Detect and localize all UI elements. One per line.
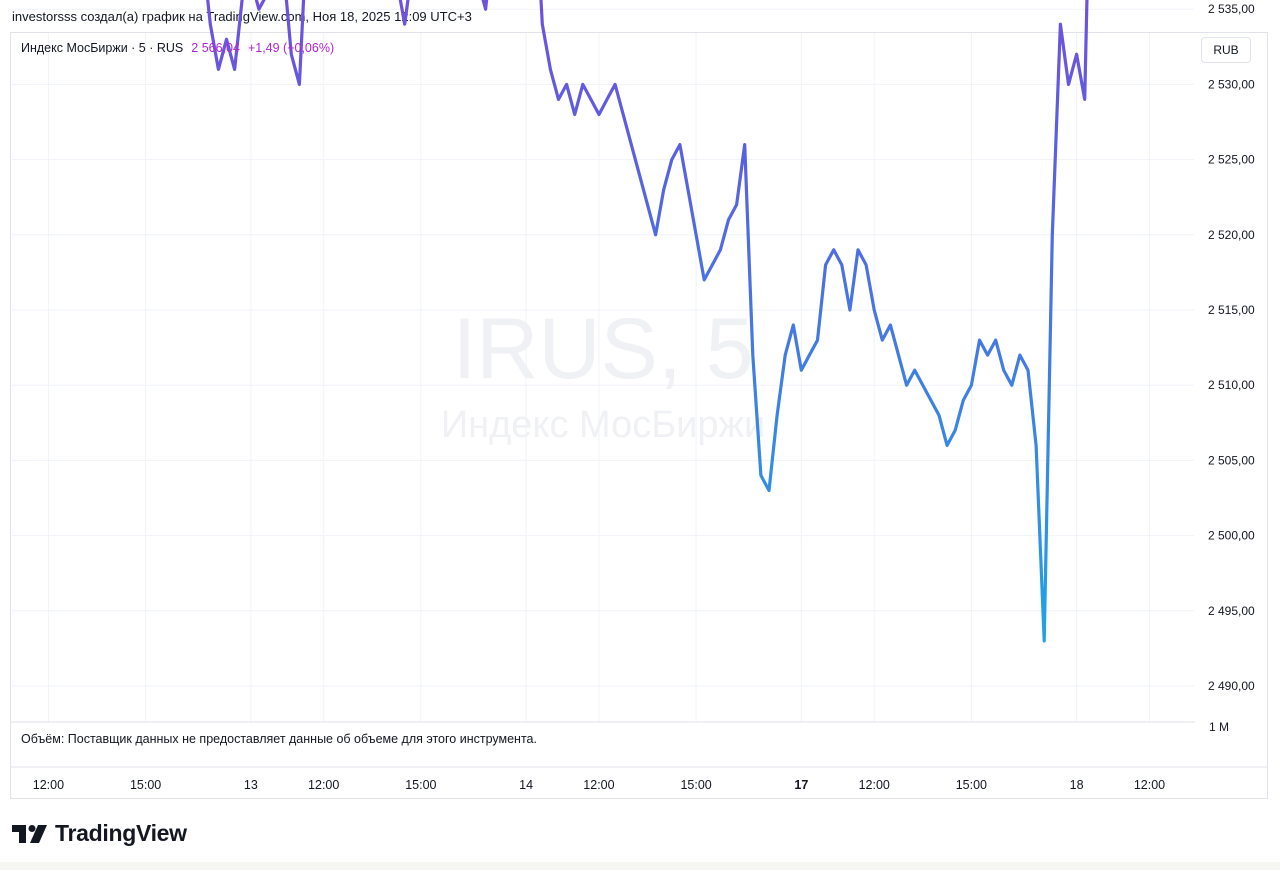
chart-watermark: IRUS, 5 Индекс МосБиржи <box>441 301 765 446</box>
x-tick-label: 12:00 <box>583 778 614 792</box>
x-tick-label: 15:00 <box>680 778 711 792</box>
bottom-strip <box>0 862 1280 870</box>
tradingview-logo[interactable]: TradingView <box>12 820 187 847</box>
y-tick-label: 2 525,00 <box>1208 153 1255 167</box>
symbol-name[interactable]: Индекс МосБиржи · 5 · RUS <box>21 41 184 55</box>
x-tick-label: 17 <box>794 778 808 792</box>
y-tick-label: 2 520,00 <box>1208 228 1255 242</box>
y-tick-label: 2 530,00 <box>1208 77 1255 91</box>
chart-frame <box>10 32 1268 799</box>
x-tick-label: 12:00 <box>308 778 339 792</box>
watermark-name: Индекс МосБиржи <box>441 404 765 446</box>
y-tick-label: 2 505,00 <box>1208 453 1255 467</box>
chart-grid <box>12 8 1194 722</box>
legend-change: +1,49 (+0,06%) <box>247 41 335 55</box>
legend-price: 2 566,04 <box>191 41 240 55</box>
y-tick-label: 2 495,00 <box>1208 604 1255 618</box>
x-tick-label: 12:00 <box>33 778 64 792</box>
symbol-legend: Индекс МосБиржи · 5 · RUS 2 566,04 +1,49… <box>21 41 334 55</box>
tradingview-wordmark: TradingView <box>55 820 187 846</box>
price-line <box>206 0 1089 643</box>
volume-scale-label: 1 M <box>1209 720 1230 734</box>
y-tick-label: 2 490,00 <box>1208 679 1255 693</box>
x-tick-label: 15:00 <box>130 778 161 792</box>
x-tick-label: 13 <box>244 778 258 792</box>
tradingview-logo-icon <box>12 824 47 843</box>
y-tick-label: 2 510,00 <box>1208 378 1255 392</box>
x-tick-label: 14 <box>519 778 533 792</box>
x-tick-label: 12:00 <box>1134 778 1165 792</box>
y-tick-label: 2 535,00 <box>1208 2 1255 16</box>
x-tick-label: 12:00 <box>859 778 890 792</box>
price-axis: 2 570,002 565,002 560,002 555,002 550,00… <box>1208 2 1255 693</box>
watermark-symbol: IRUS, 5 <box>452 301 753 397</box>
currency-button[interactable]: RUB <box>1201 37 1251 63</box>
y-tick-label: 2 515,00 <box>1208 303 1255 317</box>
y-tick-label: 2 500,00 <box>1208 529 1255 543</box>
time-axis: 12:00 15:00 13 12:00 15:00 14 12:00 15:00 17 12:0… <box>33 778 1165 792</box>
volume-note: Объём: Поставщик данных не предоставляет… <box>21 732 537 746</box>
x-tick-label: 15:00 <box>956 778 987 792</box>
x-tick-label: 15:00 <box>405 778 436 792</box>
price-series <box>206 0 1089 643</box>
x-tick-label: 18 <box>1070 778 1084 792</box>
